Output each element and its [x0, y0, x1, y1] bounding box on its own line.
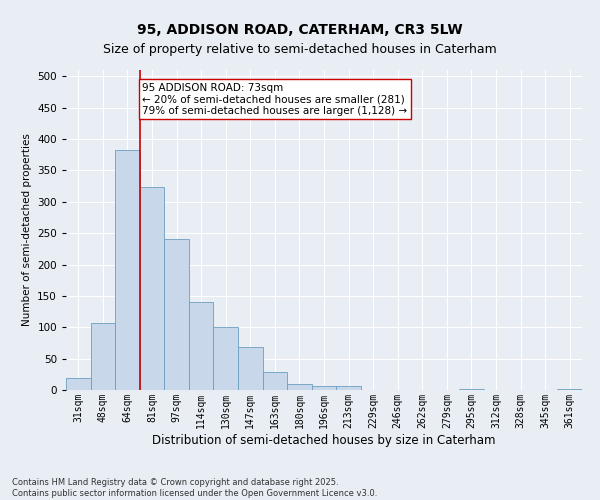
Bar: [238, 348, 263, 390]
Bar: [287, 384, 312, 390]
Bar: [164, 239, 189, 390]
Y-axis label: Number of semi-detached properties: Number of semi-detached properties: [22, 134, 32, 326]
Bar: [66, 378, 91, 390]
X-axis label: Distribution of semi-detached houses by size in Caterham: Distribution of semi-detached houses by …: [152, 434, 496, 446]
Bar: [312, 386, 336, 390]
Bar: [557, 388, 582, 390]
Bar: [91, 323, 115, 390]
Bar: [140, 188, 164, 390]
Text: 95, ADDISON ROAD, CATERHAM, CR3 5LW: 95, ADDISON ROAD, CATERHAM, CR3 5LW: [137, 22, 463, 36]
Bar: [214, 326, 238, 390]
Text: 95 ADDISON ROAD: 73sqm
← 20% of semi-detached houses are smaller (281)
79% of se: 95 ADDISON ROAD: 73sqm ← 20% of semi-det…: [142, 82, 407, 116]
Text: Size of property relative to semi-detached houses in Caterham: Size of property relative to semi-detach…: [103, 42, 497, 56]
Bar: [459, 388, 484, 390]
Bar: [115, 150, 140, 390]
Text: Contains HM Land Registry data © Crown copyright and database right 2025.
Contai: Contains HM Land Registry data © Crown c…: [12, 478, 377, 498]
Bar: [263, 372, 287, 390]
Bar: [189, 302, 214, 390]
Bar: [336, 386, 361, 390]
